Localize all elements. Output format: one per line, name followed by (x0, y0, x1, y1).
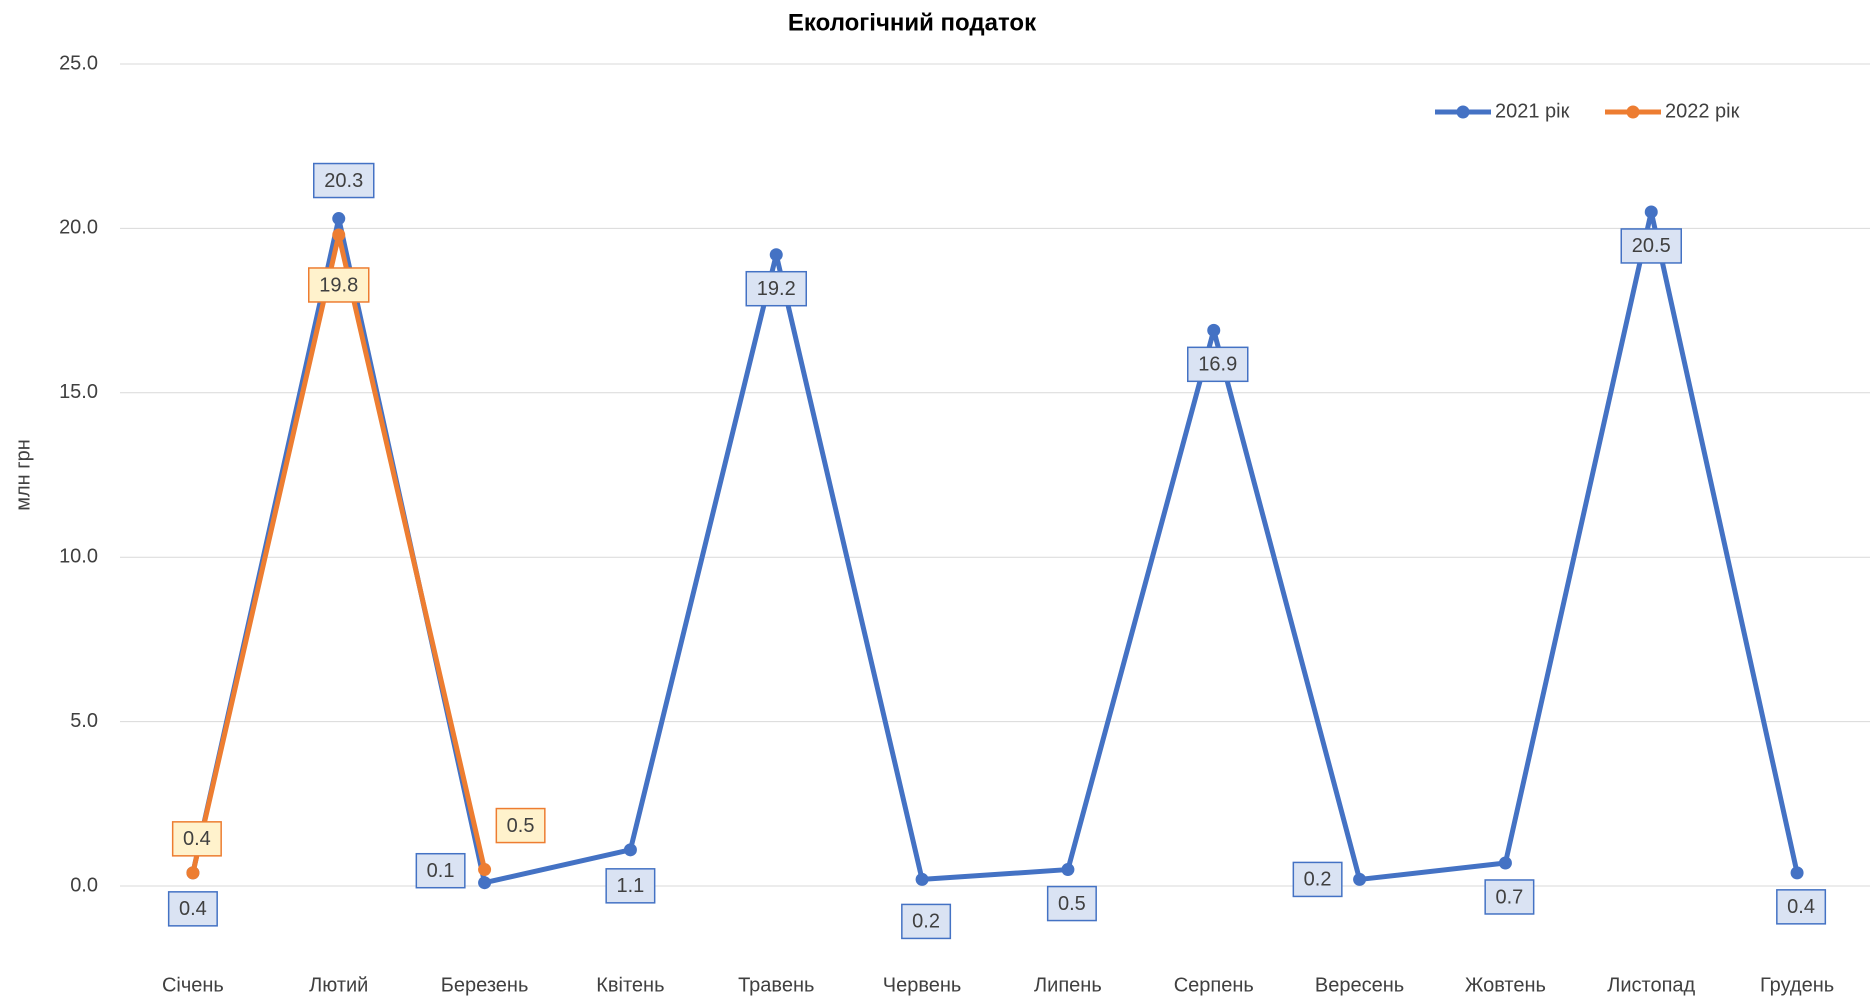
data-label-box (1187, 346, 1249, 383)
data-label: 0.4 (183, 828, 211, 850)
marker (623, 843, 637, 857)
x-tick-label: Листопад (1607, 974, 1695, 996)
data-label: 0.2 (1304, 869, 1332, 891)
marker (478, 863, 492, 877)
x-tick-label: Січень (162, 974, 224, 996)
data-label-box (1292, 861, 1343, 898)
x-tick-label: Вересень (1315, 974, 1404, 996)
marker (1644, 205, 1658, 219)
data-label: 0.4 (1787, 896, 1815, 918)
data-label-box (167, 891, 218, 927)
legend-label: 2022 рік (1665, 100, 1740, 122)
data-label-box (415, 852, 466, 889)
data-label-box (901, 903, 952, 940)
y-tick-label: 15.0 (59, 381, 98, 403)
data-label-box (605, 868, 656, 904)
data-label: 0.5 (1058, 893, 1086, 915)
marker (478, 876, 492, 890)
line (190, 232, 488, 874)
x-tick-label: Квітень (596, 974, 664, 996)
data-label-box (171, 821, 222, 857)
data-label: 19.2 (757, 278, 796, 300)
marker (1207, 323, 1221, 337)
data-label-box (313, 162, 375, 199)
y-axis-label: млн грн (12, 439, 34, 510)
data-label-box (1484, 879, 1535, 915)
marker (1790, 866, 1804, 880)
data-label: 0.4 (179, 898, 207, 920)
marker (1498, 856, 1512, 870)
data-label: 0.2 (912, 911, 940, 933)
marker (1353, 872, 1367, 886)
marker (332, 212, 346, 226)
y-tick-label: 25.0 (59, 52, 98, 74)
data-label: 19.8 (319, 274, 358, 296)
data-label: 1.1 (617, 875, 645, 897)
legend-label: 2021 рік (1495, 100, 1570, 122)
data-label-box (1046, 885, 1097, 922)
legend-marker (1456, 105, 1470, 119)
data-label-box (745, 270, 807, 307)
marker (769, 248, 783, 262)
data-label: 0.5 (507, 815, 535, 837)
data-label: 0.7 (1496, 886, 1524, 908)
y-tick-label: 10.0 (59, 545, 98, 567)
marker (332, 228, 346, 242)
marker (1061, 863, 1075, 877)
data-label-box (495, 807, 546, 844)
data-label: 16.9 (1198, 354, 1237, 376)
y-tick-label: 5.0 (70, 710, 98, 732)
data-label: 20.3 (324, 170, 363, 192)
data-label: 20.5 (1632, 235, 1671, 257)
marker (186, 866, 200, 880)
data-label-box (308, 267, 370, 303)
chart-title: Екологічний податок (788, 9, 1037, 36)
x-tick-label: Травень (738, 974, 814, 996)
x-tick-label: Липень (1034, 974, 1102, 996)
data-label-box (1620, 228, 1682, 264)
marker (915, 872, 929, 886)
x-tick-label: Жовтень (1465, 974, 1546, 996)
x-tick-label: Лютий (309, 974, 368, 996)
x-tick-label: Грудень (1760, 974, 1834, 996)
data-label-box (1776, 889, 1827, 925)
y-tick-label: 20.0 (59, 217, 98, 239)
x-tick-label: Серпень (1174, 974, 1254, 996)
legend-marker (1626, 105, 1640, 119)
y-tick-label: 0.0 (70, 874, 98, 896)
data-label: 0.1 (427, 860, 455, 882)
x-tick-label: Березень (441, 974, 529, 996)
x-tick-label: Червень (883, 974, 962, 996)
line (190, 209, 1800, 886)
